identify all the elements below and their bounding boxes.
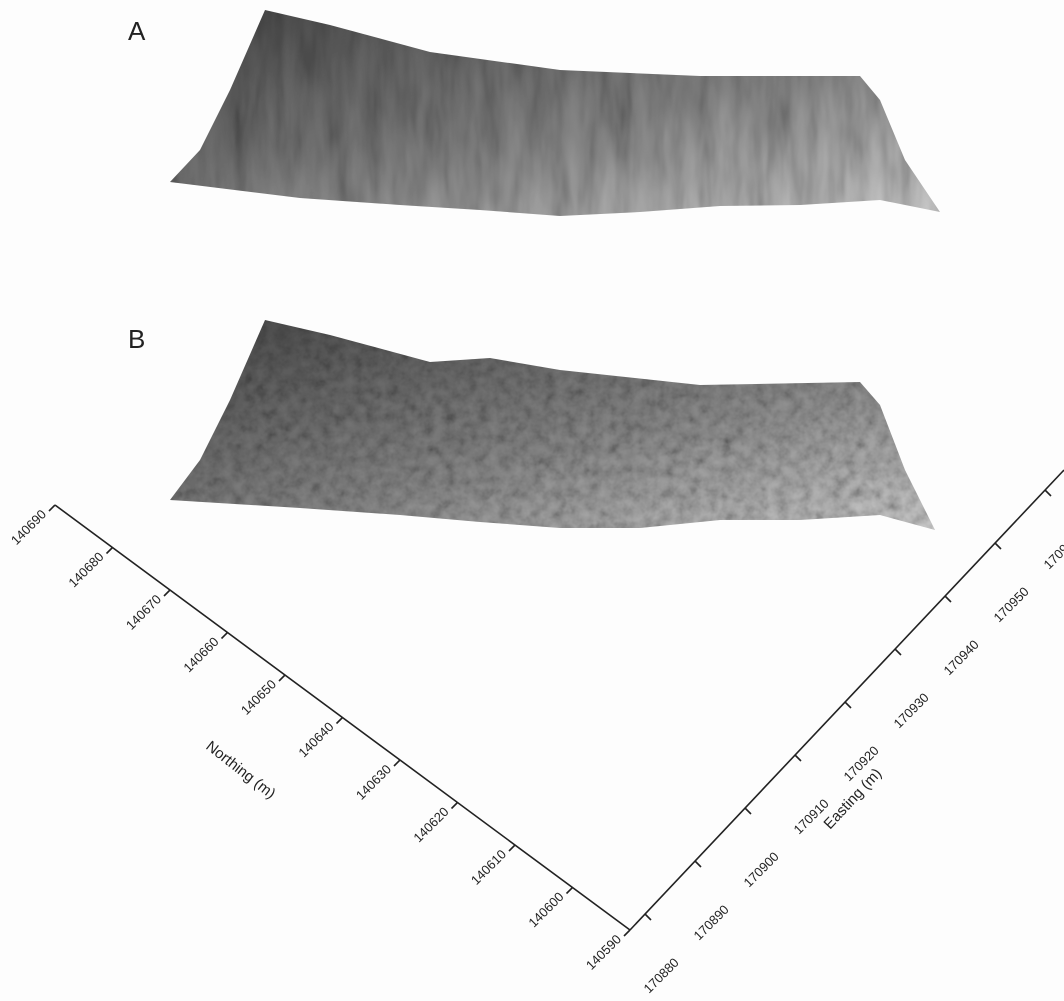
tick-label: 140650 [238,677,279,718]
tick-mark [895,649,901,655]
tick-mark [745,808,751,814]
tick-mark [845,702,851,708]
ticks: 140690 140680 140670 140660 140650 140640 1406… [8,490,1064,996]
surface-b [170,320,935,530]
tick-label: 170900 [741,849,782,890]
tick-label: 140630 [353,762,394,803]
tick-mark [624,930,630,936]
tick-mark [279,675,285,681]
tick-mark [337,718,343,724]
tick-mark [795,755,801,761]
tick-label: 140660 [180,634,221,675]
tick-mark [645,914,651,920]
tick-mark [107,548,113,554]
tick-mark [1045,490,1051,496]
tick-mark [695,861,701,867]
panel-label: A [128,16,146,46]
tick-mark [164,590,170,596]
tick-label: 170950 [991,584,1032,625]
tick-label: 140620 [410,804,451,845]
tick-label: 140600 [525,889,566,930]
tick-label: 140680 [65,549,106,590]
figure: A B Northing (m) Easting (m) 14069014068… [0,0,1064,1001]
tick-label: 170930 [891,690,932,731]
tick-label: 140690 [8,507,49,548]
tick-mark [945,596,951,602]
tick-mark [222,633,228,639]
tick-mark [509,845,515,851]
tick-label: 140610 [468,847,509,888]
tick-label: 140590 [583,932,624,973]
tick-label: 170890 [691,902,732,943]
northing-axis-label: Northing (m) [203,738,279,803]
surface-a [170,10,940,216]
tick-mark [452,803,458,809]
tick-label: 170940 [941,637,982,678]
tick-mark [394,760,400,766]
tick-label: 170960 [1041,531,1064,572]
tick-mark [995,543,1001,549]
tick-label: 140640 [295,719,336,760]
tick-label: 170880 [641,955,682,996]
tick-label: 140670 [123,592,164,633]
tick-mark [49,505,55,511]
panel-label: B [128,324,145,354]
tick-mark [567,888,573,894]
